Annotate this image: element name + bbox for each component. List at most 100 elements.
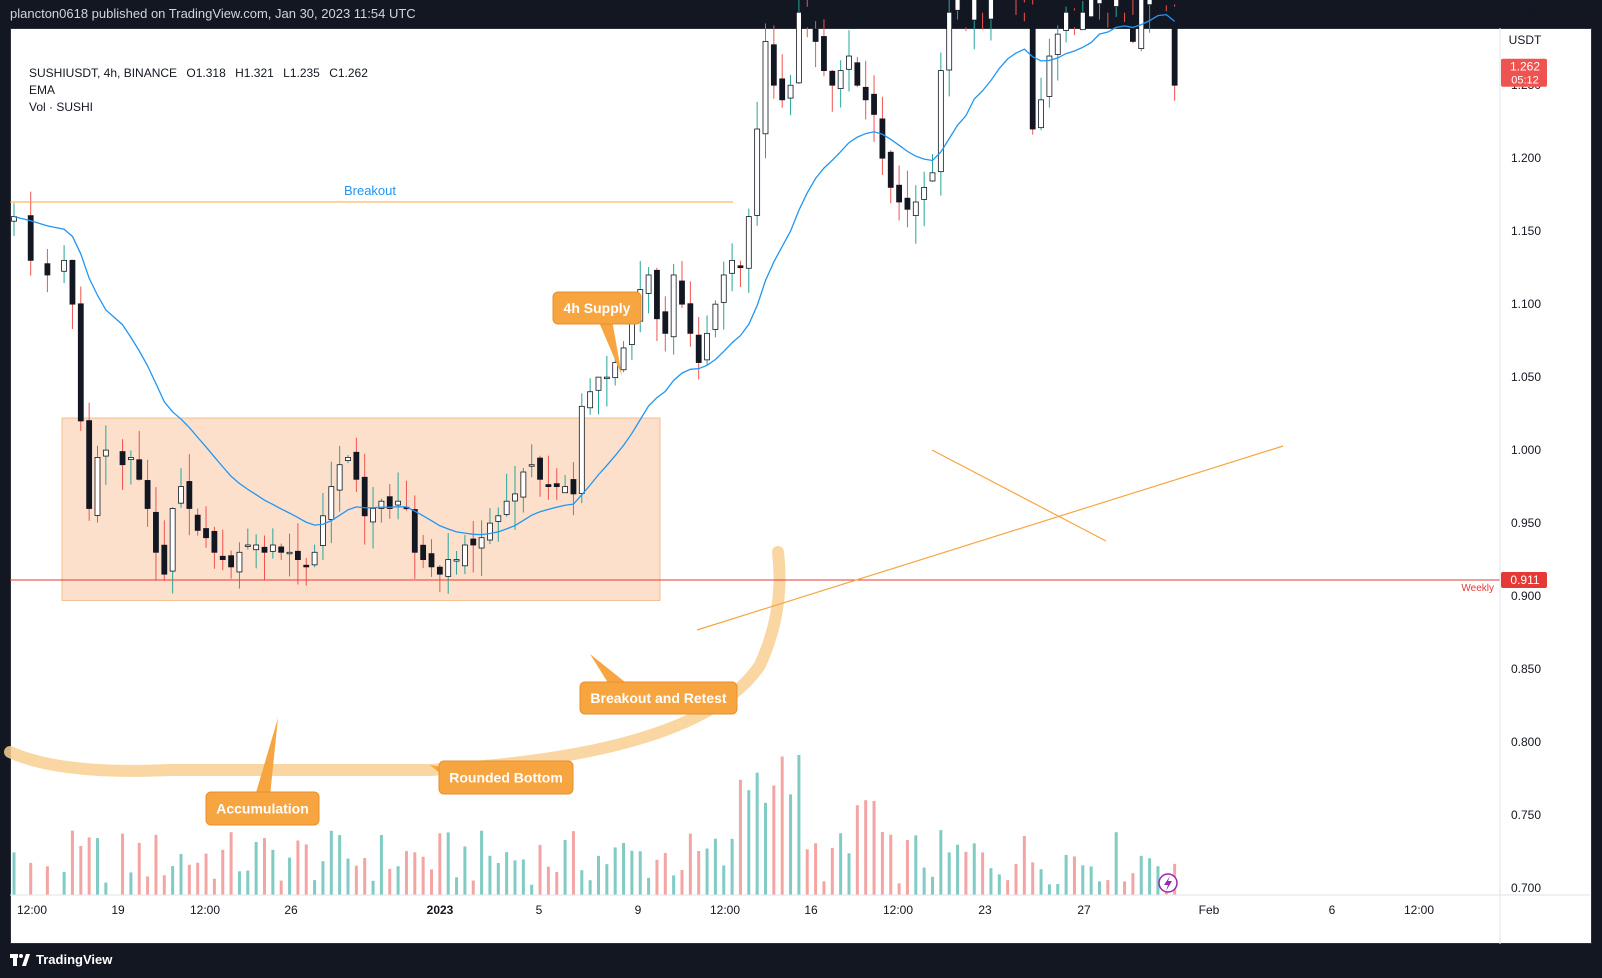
volume-bar <box>688 833 692 895</box>
volume-bar <box>855 805 859 895</box>
volume-bar <box>622 842 626 895</box>
candle-body <box>520 471 527 498</box>
volume-bar <box>288 857 292 895</box>
candle-body <box>954 0 961 11</box>
rounded-bottom-curve <box>4 546 786 777</box>
volume-bar <box>505 852 509 895</box>
retest-callout: Breakout and Retest <box>579 654 738 715</box>
tradingview-brand: TradingView <box>36 952 113 967</box>
last-price-value: 1.262 <box>1510 60 1540 74</box>
volume-bar <box>204 853 208 895</box>
rounded-bottom-callout-box <box>438 760 574 795</box>
volume-bar <box>1114 832 1118 895</box>
candle-body <box>395 500 402 506</box>
candle-body <box>1038 99 1044 129</box>
volume-bar <box>931 876 934 895</box>
candle-body <box>461 544 468 567</box>
legend-symbol[interactable]: SUSHIUSDT, 4h, BINANCE <box>29 66 178 80</box>
descending-trendline <box>931 449 1107 542</box>
volume-bar <box>1072 856 1076 895</box>
volume-bar <box>630 850 634 895</box>
candle-body <box>127 457 134 461</box>
volume-bar <box>1139 855 1143 895</box>
candle-body <box>912 201 919 216</box>
volume-bar <box>605 864 609 895</box>
candle-body <box>770 44 777 86</box>
time-axis[interactable]: 12:00 19 12:00 26 2023 5 9 12:00 16 12:00 23 27 Feb 6… <box>10 894 1590 917</box>
volume-bar <box>329 830 333 895</box>
candle-body <box>712 303 719 330</box>
candle-body <box>236 551 243 573</box>
candle-body <box>988 0 994 20</box>
price-tick-label: 1.300 <box>1511 5 1541 19</box>
candle-body <box>1104 0 1111 13</box>
candle-body <box>194 514 201 531</box>
candle-body <box>286 551 293 555</box>
candle-body <box>1088 0 1095 18</box>
candle-body <box>896 184 902 203</box>
volume-bar <box>104 882 108 895</box>
volume-bar <box>354 865 358 895</box>
volume-bar <box>396 866 400 895</box>
candle-body <box>1146 0 1153 6</box>
candle-body <box>345 457 351 461</box>
candle-body <box>361 476 368 517</box>
time-tick-label: 5 <box>536 903 543 917</box>
candle-body <box>1021 2 1028 13</box>
volume-bar <box>254 841 258 895</box>
volume-bar <box>421 856 425 895</box>
lightning-icon-bolt <box>1164 876 1172 891</box>
legend-volume[interactable]: Vol · SUSHI <box>29 100 94 114</box>
time-tick-label: 23 <box>978 903 992 917</box>
legend-symbol-row: SUSHIUSDT, 4h, BINANCE O1.318 H1.321 L1.… <box>29 65 374 82</box>
candle-body <box>1079 11 1086 31</box>
volume-bar <box>638 851 642 895</box>
legend-ema[interactable]: EMA <box>29 83 56 97</box>
candle-body <box>1046 55 1053 97</box>
candle-body <box>203 528 209 539</box>
candle-body <box>963 0 969 28</box>
accumulation-callout: Accumulation <box>205 718 320 826</box>
candle-body <box>979 0 986 13</box>
candle-body <box>553 483 560 488</box>
volume-bar <box>446 832 450 895</box>
accumulation-callout-box <box>205 791 320 826</box>
candle-body <box>595 376 602 391</box>
volume-bar <box>346 858 350 895</box>
volume-bar <box>1123 881 1127 895</box>
price-axis[interactable]: USDT1.8001.7501.7001.6501.6001.5501.5001… <box>1499 0 1547 944</box>
volume-bar <box>154 834 158 895</box>
time-tick-label: 12:00 <box>190 903 220 917</box>
volume-bar <box>1031 862 1035 895</box>
candle-body <box>27 215 34 261</box>
volume-bar <box>538 844 542 895</box>
candle-body <box>720 274 727 303</box>
candle-body <box>1121 0 1128 13</box>
candle-body <box>470 538 477 546</box>
candle-body <box>904 197 911 210</box>
volume-bar <box>588 880 592 895</box>
volume-bar <box>1098 881 1101 895</box>
candle-body <box>94 457 101 516</box>
candle-body <box>261 546 268 553</box>
price-tick-label: 1.200 <box>1511 151 1541 165</box>
volume-bar <box>96 838 99 895</box>
supply-callout-text: 4h Supply <box>564 300 631 316</box>
volume-bar <box>672 875 676 895</box>
volume-bar <box>388 868 392 895</box>
candle-body <box>879 118 886 159</box>
volume-bar <box>956 844 960 895</box>
volume-bar <box>555 872 559 895</box>
candle-body <box>545 484 552 488</box>
volume-bar <box>321 861 325 895</box>
volume-bar <box>964 851 968 895</box>
candle-body <box>228 555 235 568</box>
tradingview-logo[interactable]: TradingView <box>10 952 112 967</box>
candle-body <box>562 486 568 494</box>
volume-bar <box>546 866 550 895</box>
candle-body <box>436 566 443 575</box>
volume-bar <box>146 876 150 895</box>
candle-body <box>294 550 301 560</box>
price-tick-label: 1.150 <box>1511 224 1541 238</box>
